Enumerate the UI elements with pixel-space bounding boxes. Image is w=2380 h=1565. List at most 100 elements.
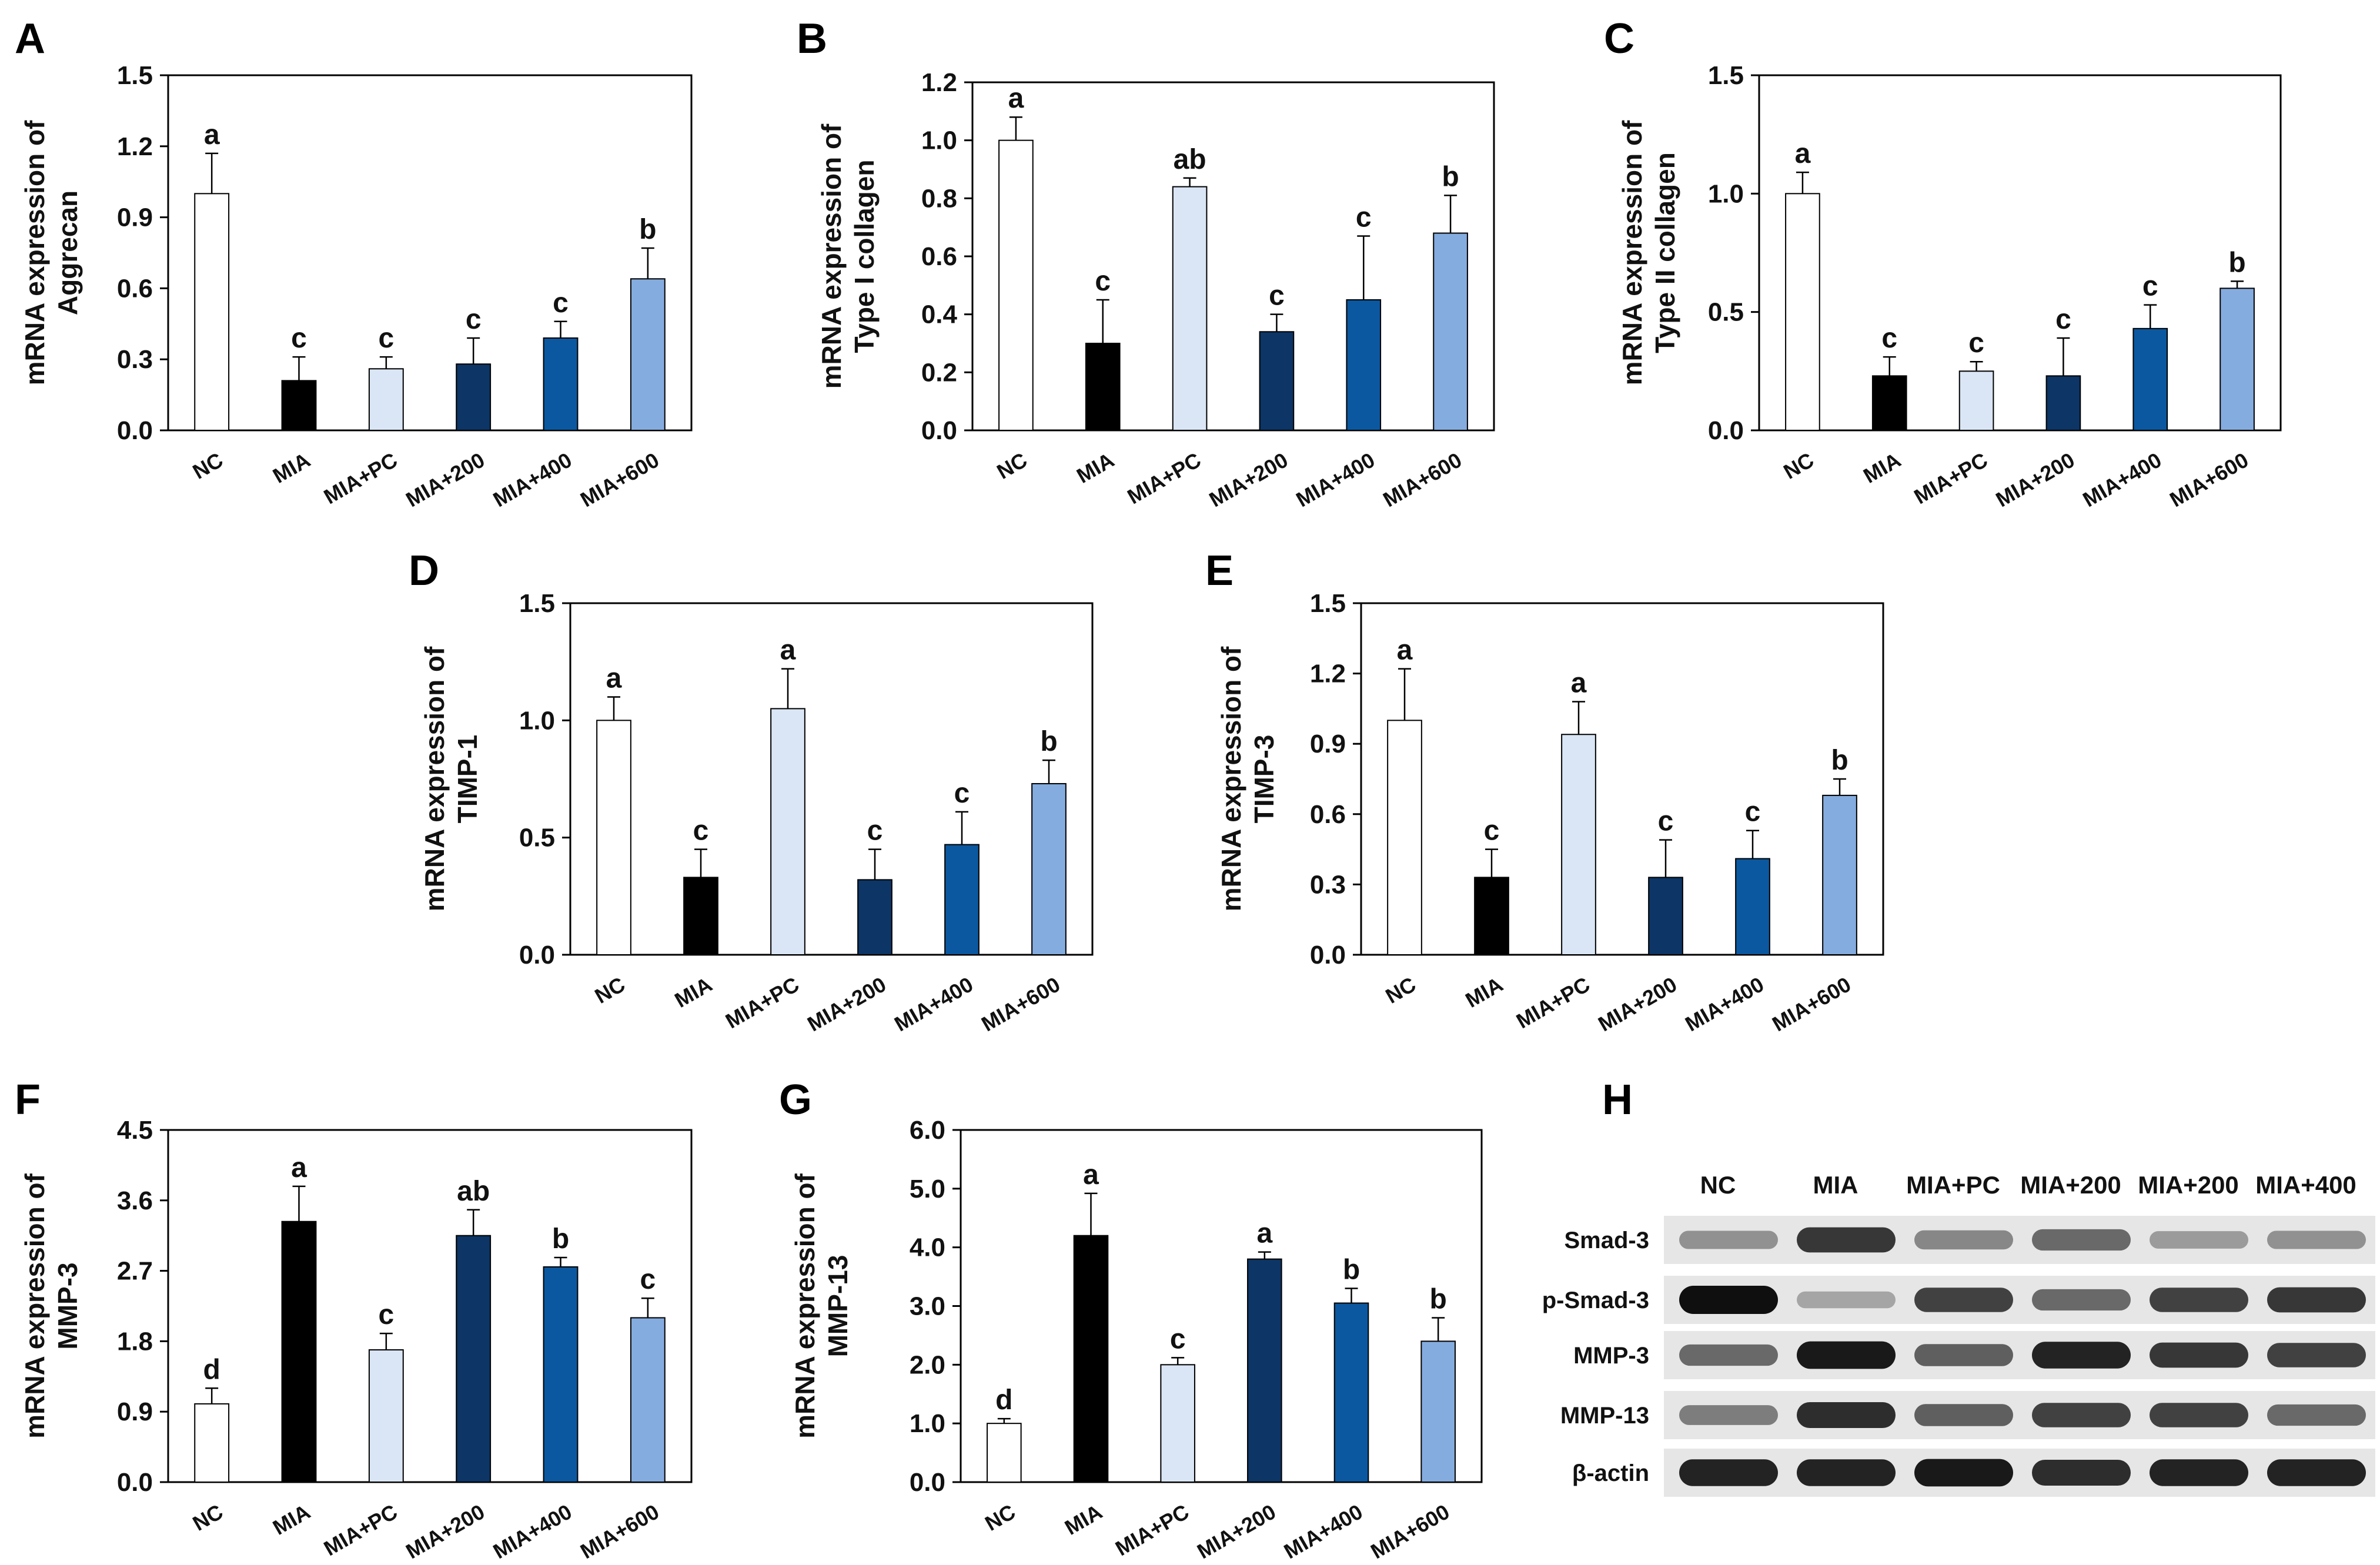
bar-mia-pc bbox=[1561, 734, 1596, 955]
plot-frame bbox=[167, 1129, 693, 1483]
x-tick-label: NC bbox=[189, 1499, 228, 1536]
y-tick-label: 1.0 bbox=[910, 1409, 945, 1438]
blot-band bbox=[2267, 1287, 2366, 1313]
y-tick-label: 0.5 bbox=[519, 824, 555, 852]
x-tick-label: NC bbox=[981, 1499, 1019, 1536]
blot-strip bbox=[1664, 1331, 2375, 1379]
x-tick-label: MIA+400 bbox=[2078, 447, 2165, 511]
x-tick-label: MIA+600 bbox=[977, 972, 1064, 1036]
x-tick-label: NC bbox=[1381, 972, 1420, 1008]
bar-mia-600 bbox=[2219, 287, 2255, 431]
x-tick-label: MIA+PC bbox=[1111, 1499, 1193, 1560]
y-axis-label-line: Type II collagen bbox=[1650, 152, 1680, 353]
significance-letter: c bbox=[1881, 323, 1897, 354]
blot-band bbox=[1797, 1459, 1896, 1486]
significance-letter: c bbox=[867, 815, 883, 847]
significance-letter: b bbox=[639, 214, 656, 245]
chart-panel-c: C 0.0 0.5 1.0 1.5 mRNA expression ofType II c… bbox=[1604, 15, 2282, 511]
y-axis-label: mRNA expression ofMMP-3 bbox=[19, 1173, 83, 1438]
blot-band bbox=[1914, 1344, 2013, 1366]
x-tick-label: MIA+PC bbox=[320, 1499, 402, 1560]
y-tick-label: 0.3 bbox=[1310, 870, 1346, 899]
y-tick-label: 0.0 bbox=[1310, 941, 1346, 969]
x-tick-label: MIA+PC bbox=[1123, 447, 1205, 509]
y-tick-label: 1.0 bbox=[921, 126, 957, 155]
panel-letter: G bbox=[779, 1076, 812, 1123]
x-tick-label: MIA bbox=[1859, 447, 1905, 488]
bar-nc bbox=[194, 1403, 230, 1483]
blot-band bbox=[2150, 1231, 2248, 1249]
bar-mia-400 bbox=[543, 337, 579, 432]
y-tick-label: 0.4 bbox=[921, 300, 958, 329]
bar-mia-600 bbox=[1031, 782, 1067, 956]
y-axis-label: mRNA expression ofAggrecan bbox=[19, 120, 83, 385]
x-tick-label: MIA+600 bbox=[576, 1499, 663, 1563]
protein-label: MMP-3 bbox=[1573, 1343, 1649, 1369]
blot-band bbox=[2150, 1342, 2248, 1368]
blot-band bbox=[1914, 1459, 2013, 1487]
y-tick-label: 2.0 bbox=[910, 1350, 945, 1379]
x-tick-label: MIA+600 bbox=[1366, 1499, 1453, 1563]
protein-label: MMP-13 bbox=[1560, 1403, 1649, 1429]
significance-letter: c bbox=[291, 323, 307, 354]
y-axis-label-line: mRNA expression of bbox=[19, 120, 50, 385]
blot-band bbox=[2267, 1343, 2366, 1367]
y-axis-label-line: mRNA expression of bbox=[419, 646, 450, 911]
y-tick-label: 0.9 bbox=[1310, 730, 1346, 758]
significance-letter: c bbox=[2055, 304, 2071, 335]
significance-letter: c bbox=[1745, 797, 1761, 828]
bar-mia-400 bbox=[2132, 327, 2168, 431]
x-tick-label: MIA+PC bbox=[320, 447, 402, 509]
bar-mia-pc bbox=[1160, 1364, 1195, 1483]
bar-mia bbox=[281, 380, 317, 431]
blot-strip bbox=[1664, 1449, 2375, 1497]
bar-mia-600 bbox=[1420, 1340, 1456, 1483]
y-axis-label: mRNA expression ofTIMP-1 bbox=[419, 646, 483, 911]
significance-letter: b bbox=[2228, 247, 2245, 278]
x-tick-label: MIA+200 bbox=[1594, 972, 1681, 1036]
significance-letter: b bbox=[1831, 745, 1848, 776]
bar-mia-200 bbox=[857, 879, 893, 955]
panel-letter: A bbox=[15, 15, 45, 62]
y-tick-label: 1.2 bbox=[921, 68, 957, 97]
y-axis-label-line: MMP-13 bbox=[823, 1255, 853, 1357]
x-tick-label: MIA bbox=[269, 1499, 315, 1540]
significance-letter: b bbox=[1442, 161, 1459, 192]
y-tick-label: 1.5 bbox=[519, 589, 555, 618]
blot-band bbox=[2150, 1288, 2248, 1312]
plot-frame bbox=[960, 1129, 1483, 1483]
lane-label: MIA bbox=[1813, 1171, 1858, 1199]
panel-letter: H bbox=[1602, 1076, 1633, 1123]
significance-letter: c bbox=[1356, 202, 1372, 233]
blot-band bbox=[2032, 1289, 2131, 1311]
panel-letter: B bbox=[797, 15, 827, 62]
significance-letter: a bbox=[606, 663, 622, 694]
bar-mia-600 bbox=[1433, 232, 1468, 431]
significance-letter: c bbox=[2142, 271, 2158, 302]
blot-band bbox=[2032, 1403, 2131, 1427]
blot-band bbox=[1797, 1341, 1896, 1369]
bar-nc bbox=[998, 139, 1034, 432]
blot-band bbox=[1914, 1230, 2013, 1250]
chart-panel-g: G 0.0 1.0 2.0 3.0 4.0 5.0 6.0 mRNA expression of… bbox=[779, 1076, 1483, 1563]
protein-label: β-actin bbox=[1572, 1460, 1649, 1486]
x-tick-label: MIA+400 bbox=[890, 972, 977, 1036]
x-tick-label: MIA+600 bbox=[2165, 447, 2252, 511]
bar-mia-pc bbox=[368, 368, 404, 431]
bar-mia bbox=[1085, 343, 1121, 431]
chart-panel-a: A 0.0 0.3 0.6 0.9 1.2 1.5 mRNA expression ofAgg… bbox=[15, 15, 693, 511]
y-tick-label: 0.0 bbox=[921, 416, 957, 445]
significance-letter: a bbox=[204, 119, 220, 151]
y-tick-label: 0.0 bbox=[519, 941, 555, 969]
y-axis-label-line: mRNA expression of bbox=[19, 1173, 50, 1438]
y-axis-label-line: mRNA expression of bbox=[790, 1173, 820, 1438]
blot-band bbox=[1914, 1288, 2013, 1312]
blot-band bbox=[1679, 1230, 1778, 1249]
y-tick-label: 5.0 bbox=[910, 1175, 945, 1203]
bar-nc bbox=[1387, 720, 1422, 956]
bar-mia-600 bbox=[630, 1317, 666, 1483]
lane-label: MIA+PC bbox=[1906, 1171, 2000, 1199]
y-axis-label-line: TIMP-1 bbox=[452, 735, 483, 824]
bar-mia-600 bbox=[630, 278, 666, 431]
x-tick-label: NC bbox=[1779, 447, 1818, 484]
